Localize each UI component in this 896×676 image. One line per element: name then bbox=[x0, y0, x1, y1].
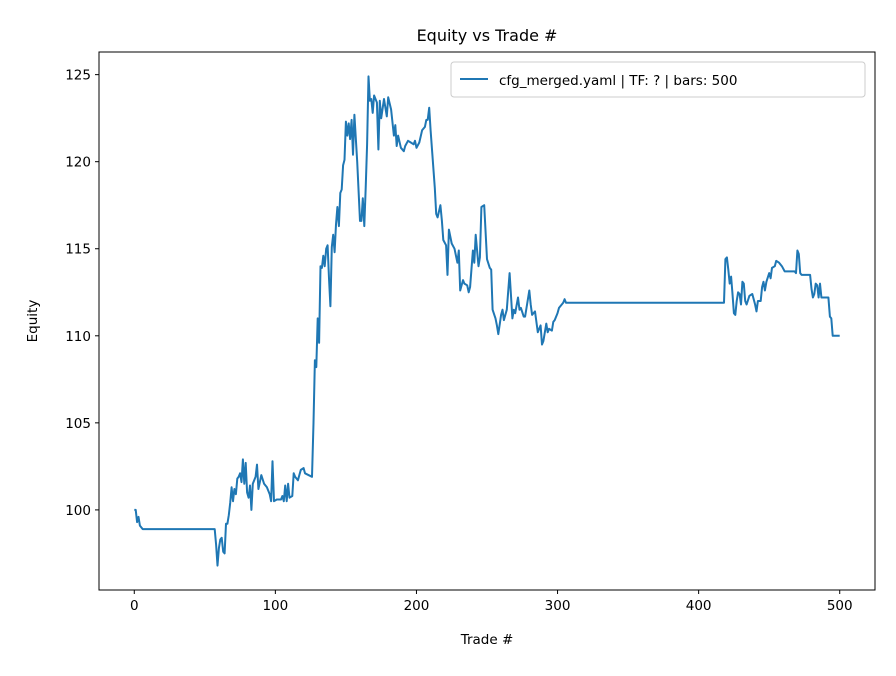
legend: cfg_merged.yaml | TF: ? | bars: 500 bbox=[450, 61, 866, 98]
x-tick-label: 0 bbox=[130, 598, 139, 614]
y-tick-label: 115 bbox=[65, 242, 91, 258]
x-tick-label: 200 bbox=[404, 598, 430, 614]
y-axis-label: Equity bbox=[25, 300, 41, 343]
equity-series-line bbox=[134, 75, 840, 567]
x-tick-label: 100 bbox=[262, 598, 288, 614]
y-tick-label: 100 bbox=[65, 503, 91, 519]
chart-title: Equity vs Trade # bbox=[417, 26, 558, 45]
x-tick-label: 300 bbox=[545, 598, 571, 614]
x-tick-label: 400 bbox=[686, 598, 712, 614]
y-tick-label: 105 bbox=[65, 416, 91, 432]
legend-label: cfg_merged.yaml | TF: ? | bars: 500 bbox=[499, 73, 737, 89]
x-tick-label: 500 bbox=[827, 598, 853, 614]
y-tick-label: 110 bbox=[65, 329, 91, 345]
y-tick-label: 125 bbox=[65, 68, 91, 84]
plot-frame bbox=[98, 51, 876, 591]
x-axis-label: Trade # bbox=[460, 632, 514, 648]
legend-box bbox=[450, 61, 866, 98]
y-tick-label: 120 bbox=[65, 155, 91, 171]
